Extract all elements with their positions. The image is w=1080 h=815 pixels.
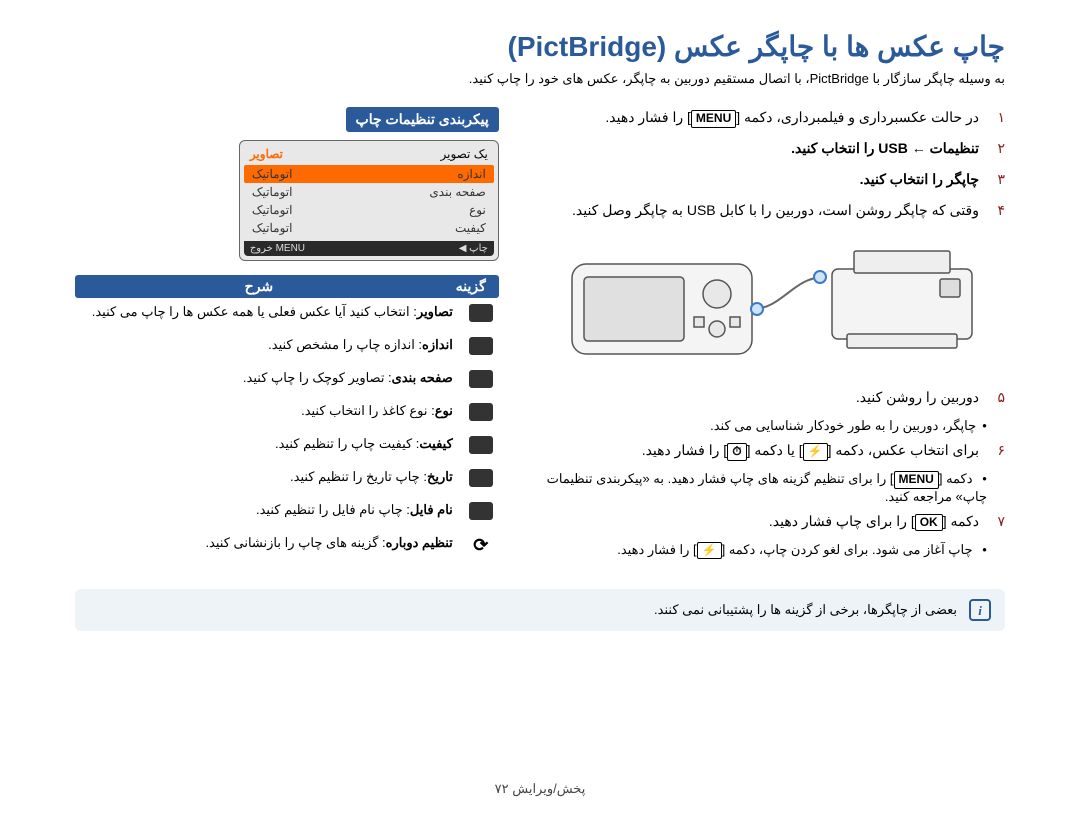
lcd-row: نوع اتوماتیک	[244, 201, 494, 219]
flash-icon: ⚡	[803, 443, 828, 461]
option-row: ⟳ تنظیم دوباره: گزینه های چاپ را بازنشان…	[75, 529, 499, 562]
camera-printer-illustration	[539, 239, 1005, 369]
step-number: ۲	[987, 138, 1005, 159]
steps-column: ۱ در حالت عکسبرداری و فیلمبرداری، دکمه […	[539, 107, 1005, 565]
step-text: دکمه [OK] را برای چاپ فشار دهید.	[769, 511, 979, 532]
step-number: ۱	[987, 107, 1005, 128]
settings-panel-title: پیکربندی تنظیمات چاپ	[346, 107, 499, 132]
step-text: تنظیمات ← USB را انتخاب کنید.	[791, 138, 979, 159]
reset-icon: ⟳	[463, 535, 499, 556]
step-3: ۳ چاپگر را انتخاب کنید.	[539, 169, 1005, 190]
lcd-top-left: تصاویر	[250, 147, 283, 161]
filename-icon	[469, 502, 493, 520]
step-7-sub: چاپ آغاز می شود. برای لغو کردن چاپ، دکمه…	[539, 542, 987, 560]
lcd-top-right: یک تصویر	[440, 147, 487, 161]
option-row: صفحه بندی: تصاویر کوچک را چاپ کنید.	[75, 364, 499, 397]
settings-column: پیکربندی تنظیمات چاپ یک تصویر تصاویر اند…	[75, 107, 499, 565]
two-column-layout: ۱ در حالت عکسبرداری و فیلمبرداری، دکمه […	[75, 107, 1005, 565]
step-text: چاپگر را انتخاب کنید.	[860, 169, 979, 190]
lcd-row: کیفیت اتوماتیک	[244, 219, 494, 237]
lcd-bottom-bar: چاپ ◀ MENU خروج	[244, 241, 494, 256]
step-number: ۶	[987, 440, 1005, 461]
lcd-top-row: یک تصویر تصاویر	[244, 145, 494, 165]
option-row: نوع: نوع کاغذ را انتخاب کنید.	[75, 397, 499, 430]
lcd-row: اندازه اتوماتیک	[244, 165, 494, 183]
options-table-header: گزینه شرح	[75, 275, 499, 298]
step-text: دوربین را روشن کنید.	[856, 387, 979, 408]
option-row: نام فایل: چاپ نام فایل را تنظیم کنید.	[75, 496, 499, 529]
lcd-print-label: چاپ ◀	[459, 243, 488, 254]
page-footer: پخش/ویرایش ۷۲	[0, 781, 1080, 797]
step-5-sub: چاپگر، دوربین را به طور خودکار شناسایی م…	[539, 418, 987, 434]
menu-button-icon: MENU	[894, 471, 939, 489]
timer-icon: ⏱	[727, 443, 746, 461]
quality-icon	[469, 436, 493, 454]
option-row: تاریخ: چاپ تاریخ را تنظیم کنید.	[75, 463, 499, 496]
step-number: ۵	[987, 387, 1005, 408]
date-icon	[469, 469, 493, 487]
size-icon	[469, 337, 493, 355]
ok-button-icon: OK	[915, 514, 943, 532]
lcd-preview: یک تصویر تصاویر اندازه اتوماتیک صفحه بند…	[239, 140, 499, 261]
layout-icon	[469, 370, 493, 388]
header-option: گزینه	[443, 275, 499, 298]
option-row: اندازه: اندازه چاپ را مشخص کنید.	[75, 331, 499, 364]
step-6-sub: دکمه [MENU] را برای تنظیم گزینه های چاپ …	[539, 471, 987, 505]
step-6: ۶ برای انتخاب عکس، دکمه [⚡] یا دکمه [⏱] …	[539, 440, 1005, 461]
menu-button-icon: MENU	[691, 110, 736, 128]
step-text: در حالت عکسبرداری و فیلمبرداری، دکمه [ME…	[605, 107, 979, 128]
step-2: ۲ تنظیمات ← USB را انتخاب کنید.	[539, 138, 1005, 159]
note-text: بعضی از چاپگرها، برخی از گزینه ها را پشت…	[654, 602, 957, 618]
lcd-row: صفحه بندی اتوماتیک	[244, 183, 494, 201]
step-number: ۴	[987, 200, 1005, 221]
step-1: ۱ در حالت عکسبرداری و فیلمبرداری، دکمه […	[539, 107, 1005, 128]
flash-icon: ⚡	[697, 542, 722, 560]
step-5: ۵ دوربین را روشن کنید.	[539, 387, 1005, 408]
intro-text: به وسیله چاپگر سازگار با PictBridge، با …	[75, 71, 1005, 87]
step-number: ۷	[987, 511, 1005, 532]
lcd-exit-label: MENU خروج	[250, 243, 305, 254]
note-box: i بعضی از چاپگرها، برخی از گزینه ها را پ…	[75, 589, 1005, 631]
option-row: تصاویر: انتخاب کنید آیا عکس فعلی یا همه …	[75, 298, 499, 331]
type-icon	[469, 403, 493, 421]
step-7: ۷ دکمه [OK] را برای چاپ فشار دهید.	[539, 511, 1005, 532]
step-number: ۳	[987, 169, 1005, 190]
step-4: ۴ وقتی که چاپگر روشن است، دوربین را با ک…	[539, 200, 1005, 221]
page-title: چاپ عکس ها با چاپگر عکس (PictBridge)	[75, 30, 1005, 63]
header-desc: شرح	[75, 275, 443, 298]
option-row: کیفیت: کیفیت چاپ را تنظیم کنید.	[75, 430, 499, 463]
images-icon	[469, 304, 493, 322]
step-text: وقتی که چاپگر روشن است، دوربین را با کاب…	[572, 200, 979, 221]
step-text: برای انتخاب عکس، دکمه [⚡] یا دکمه [⏱] را…	[642, 440, 979, 461]
info-icon: i	[969, 599, 991, 621]
